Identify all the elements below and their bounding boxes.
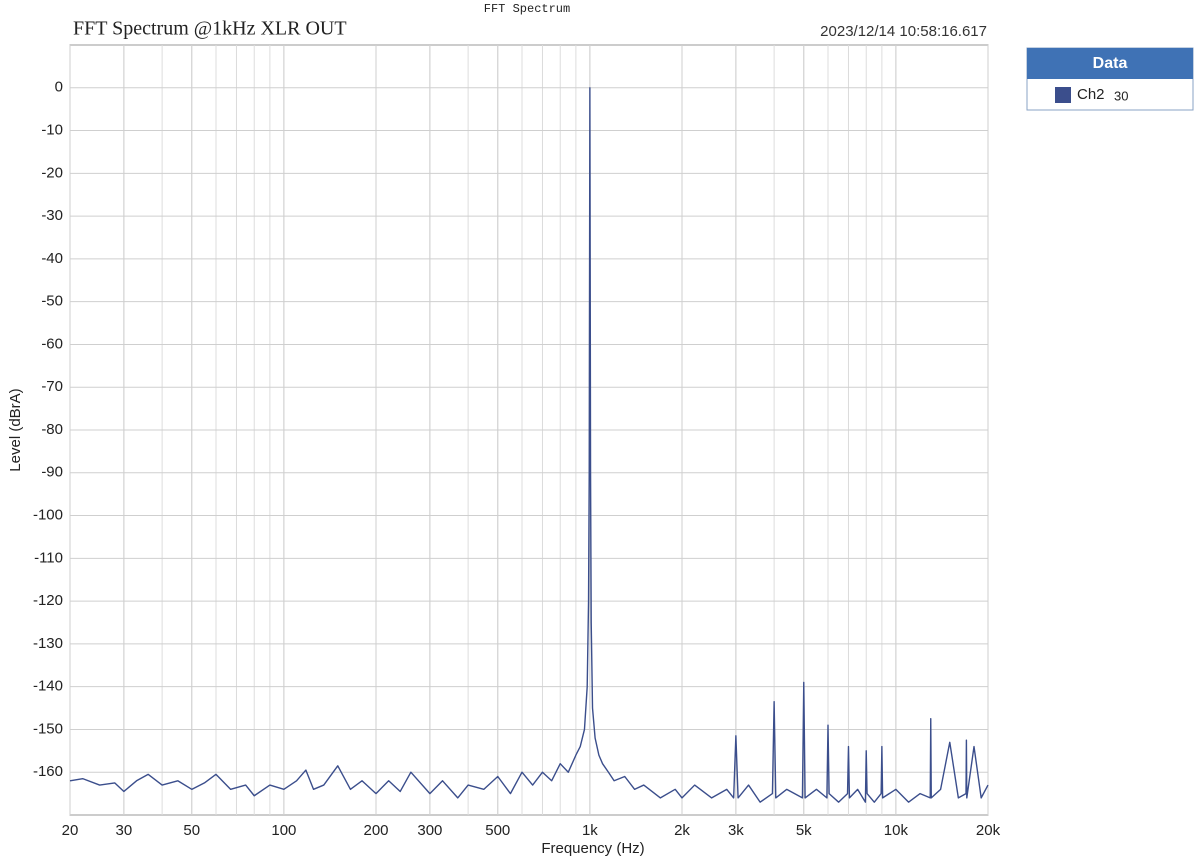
y-axis-label: Level (dBrA)	[7, 388, 24, 471]
y-tick-label: -110	[34, 549, 63, 566]
y-tick-label: -20	[41, 164, 63, 181]
legend: Data Ch2 30	[1026, 47, 1194, 111]
legend-note: 30	[1114, 88, 1128, 103]
y-tick-label: -60	[41, 335, 63, 352]
series-line	[69, 87, 989, 803]
y-tick-label: -130	[33, 635, 63, 652]
x-tick-label: 10k	[884, 822, 909, 839]
x-tick-label: 2k	[674, 822, 690, 839]
x-tick-label: 20k	[976, 822, 1001, 839]
x-tick-label: 1k	[582, 822, 598, 839]
legend-title: Data	[1093, 55, 1128, 72]
x-tick-label: 5k	[796, 822, 812, 839]
chart-title: FFT Spectrum @1kHz XLR OUT	[73, 18, 347, 40]
y-tick-label: -70	[41, 378, 63, 395]
legend-header	[1027, 48, 1193, 79]
y-tick-label: 0	[55, 79, 63, 96]
x-axis-label: Frequency (Hz)	[541, 840, 644, 857]
legend-swatch	[1055, 87, 1071, 103]
y-tick-label: -160	[33, 763, 63, 780]
top-label: FFT Spectrum	[484, 2, 570, 16]
legend-label: Ch2	[1077, 86, 1105, 103]
x-tick-label: 300	[417, 822, 442, 839]
y-tick-label: -90	[41, 464, 63, 481]
y-tick-label: -50	[41, 293, 63, 310]
y-tick-label: -150	[33, 720, 63, 737]
x-tick-label: 200	[363, 822, 388, 839]
y-tick-label: -100	[33, 507, 63, 524]
y-tick-label: -10	[41, 122, 63, 139]
x-tick-label: 50	[183, 822, 200, 839]
y-tick-label: -140	[33, 678, 63, 695]
x-tick-label: 3k	[728, 822, 744, 839]
x-tick-label: 30	[116, 822, 133, 839]
y-tick-label: -30	[41, 207, 63, 224]
y-tick-label: -40	[41, 250, 63, 267]
x-tick-label: 500	[485, 822, 510, 839]
y-tick-label: -120	[33, 592, 63, 609]
timestamp: 2023/12/14 10:58:16.617	[820, 23, 987, 40]
x-tick-label: 100	[271, 822, 296, 839]
y-tick-label: -80	[41, 421, 63, 438]
x-tick-label: 20	[62, 822, 79, 839]
